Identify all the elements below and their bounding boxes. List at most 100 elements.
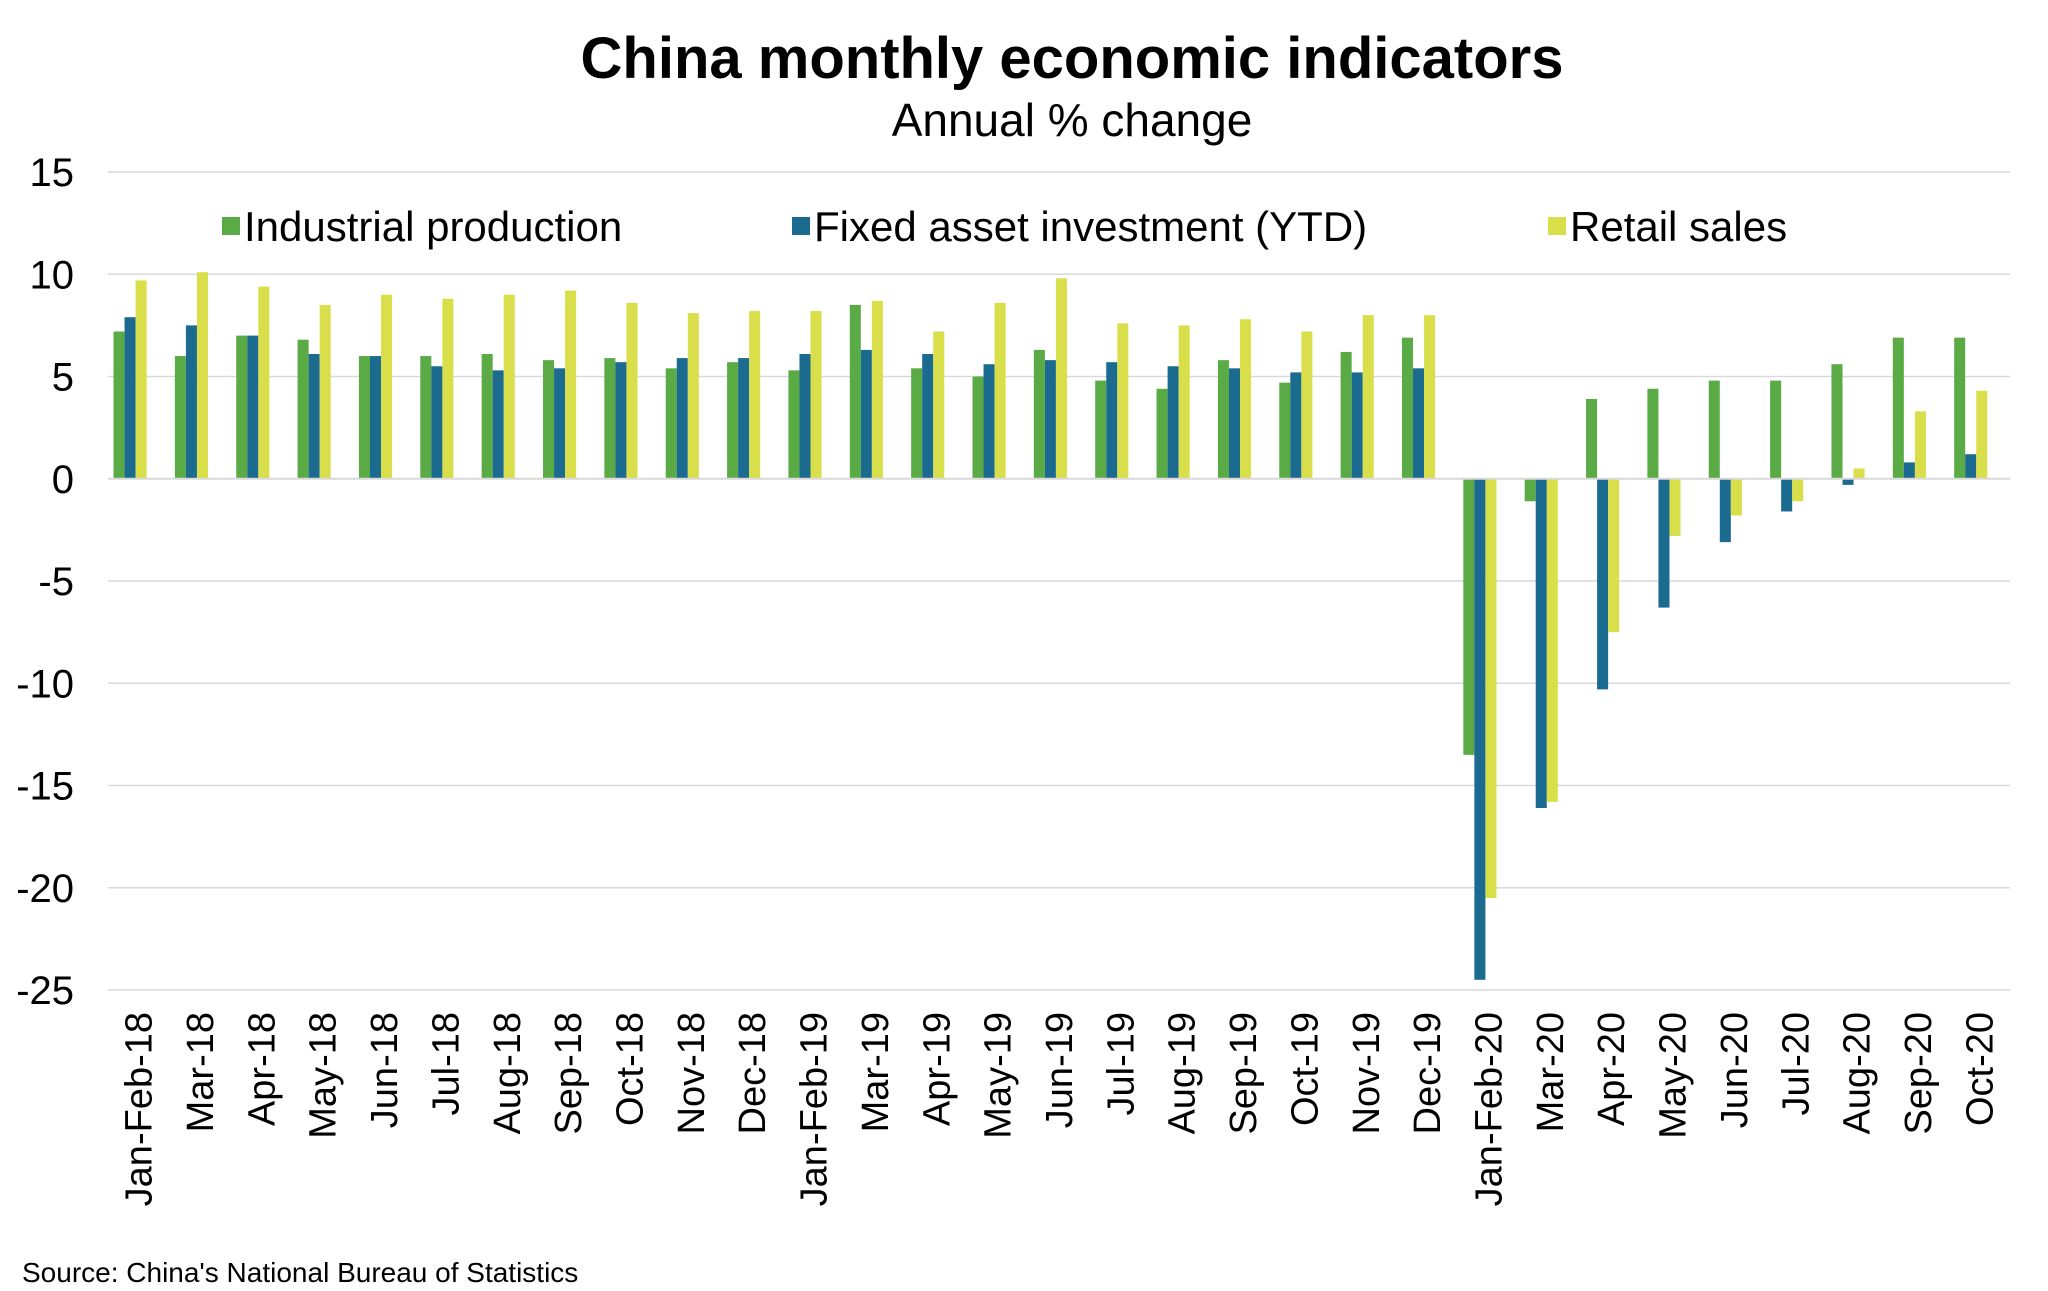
bar — [1117, 323, 1129, 479]
x-tick-label: Apr-19 — [916, 1012, 958, 1126]
bar — [481, 354, 493, 479]
bar — [431, 366, 443, 479]
bar — [1240, 319, 1252, 479]
bar — [1586, 399, 1598, 479]
bar — [1217, 360, 1229, 479]
bar — [1781, 478, 1793, 512]
bar — [1156, 388, 1168, 479]
x-tick-label: Apr-20 — [1591, 1012, 1633, 1126]
bar — [1167, 366, 1179, 479]
x-tick-label: Aug-19 — [1162, 1012, 1204, 1135]
x-tick-label: Jul-18 — [425, 1012, 467, 1116]
bar — [1708, 380, 1720, 479]
x-tick-label: May-18 — [303, 1012, 345, 1139]
y-tick-label: 5 — [52, 356, 74, 400]
bar — [554, 368, 566, 479]
bar — [911, 368, 923, 479]
x-tick-label: Jun-18 — [364, 1012, 406, 1128]
x-axis-ticks: Jan-Feb-18 Mar-18 Apr-18 May-18 Jun-18 Jul-18… — [119, 1012, 2002, 1206]
bar — [1055, 278, 1067, 479]
bar — [1597, 478, 1609, 690]
x-tick-label: Sep-19 — [1223, 1012, 1265, 1135]
y-axis-ticks: 15 10 5 0 -5 -10 -15 -20 -25 — [16, 151, 74, 1013]
bar — [420, 356, 432, 479]
legend-label: Retail sales — [1570, 203, 1787, 250]
bar — [972, 376, 984, 479]
bar — [727, 362, 739, 479]
bar — [871, 300, 883, 479]
x-tick-label: Dec-19 — [1407, 1012, 1449, 1135]
bar — [308, 354, 320, 479]
bar — [1892, 337, 1904, 479]
x-tick-label: Jun-19 — [1039, 1012, 1081, 1128]
x-tick-label: Jan-Feb-18 — [119, 1012, 161, 1206]
bar — [604, 358, 616, 479]
legend-swatch — [222, 217, 240, 235]
bar — [1413, 368, 1425, 479]
bar — [319, 304, 331, 479]
bar-series-group — [113, 272, 1988, 980]
x-tick-label: May-20 — [1653, 1012, 1695, 1139]
bar — [1424, 315, 1436, 479]
bar — [381, 294, 393, 479]
y-tick-label: -20 — [16, 867, 74, 911]
x-tick-label: Aug-18 — [487, 1012, 529, 1135]
x-tick-label: Aug-20 — [1837, 1012, 1879, 1135]
bar — [196, 272, 208, 479]
x-tick-label: May-19 — [978, 1012, 1020, 1139]
bar — [442, 298, 454, 479]
y-tick-label: 0 — [52, 458, 74, 502]
bar — [503, 294, 515, 479]
x-tick-label: Jul-20 — [1775, 1012, 1817, 1116]
bar — [1362, 315, 1374, 479]
bar — [174, 356, 186, 479]
bar — [1658, 478, 1670, 608]
series-fixed-asset-investment-ytd- — [124, 317, 1977, 980]
series-industrial-production — [113, 304, 1966, 755]
y-tick-label: -25 — [16, 969, 74, 1013]
legend: Industrial production Fixed asset investm… — [222, 203, 1787, 250]
bar — [1719, 478, 1731, 543]
bar — [185, 325, 197, 479]
bar — [615, 362, 627, 479]
y-tick-label: -5 — [38, 560, 74, 604]
bar — [810, 311, 822, 479]
bar — [983, 364, 995, 479]
bar — [543, 360, 555, 479]
bar — [1095, 380, 1107, 479]
y-tick-label: -15 — [16, 765, 74, 809]
bar — [1965, 454, 1977, 479]
bar — [1853, 468, 1865, 479]
bar — [799, 354, 811, 479]
bar — [565, 290, 577, 479]
bar — [1178, 325, 1190, 479]
x-tick-label: Mar-19 — [855, 1012, 897, 1132]
x-tick-label: Oct-18 — [610, 1012, 652, 1126]
bar — [492, 370, 504, 479]
bar — [749, 311, 761, 479]
x-tick-label: Mar-20 — [1530, 1012, 1572, 1132]
series-retail-sales — [135, 272, 1988, 898]
bar — [1976, 390, 1988, 479]
bar — [1546, 478, 1558, 802]
bar — [994, 302, 1006, 479]
bar — [1290, 372, 1302, 479]
x-tick-label: Dec-18 — [732, 1012, 774, 1135]
x-tick-label: Mar-18 — [180, 1012, 222, 1132]
bar — [860, 349, 872, 479]
legend-swatch — [1548, 217, 1566, 235]
y-tick-label: 10 — [30, 253, 75, 297]
x-tick-label: Oct-19 — [1284, 1012, 1326, 1126]
source-note: Source: China's National Bureau of Stati… — [22, 1257, 578, 1288]
bar — [788, 370, 800, 479]
legend-label: Fixed asset investment (YTD) — [814, 203, 1367, 250]
bar — [922, 354, 934, 479]
bar — [1903, 462, 1915, 479]
x-tick-label: Nov-19 — [1346, 1012, 1388, 1135]
bar — [676, 358, 688, 479]
bar — [665, 368, 677, 479]
bar — [1608, 478, 1620, 633]
bar — [113, 331, 125, 479]
x-tick-label: Apr-18 — [241, 1012, 283, 1126]
